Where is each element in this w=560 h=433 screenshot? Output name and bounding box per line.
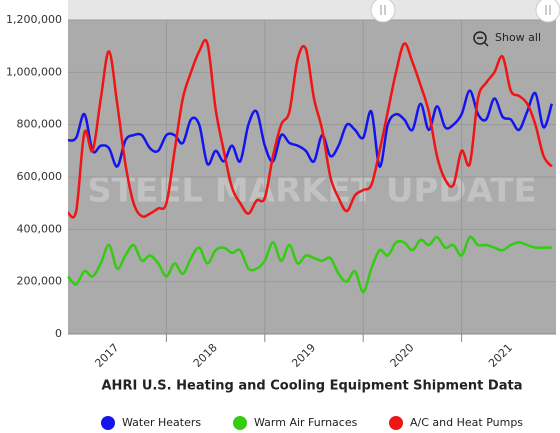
y-tick-label: 1,000,000 (6, 65, 62, 78)
y-tick-label: 0 (55, 327, 62, 340)
navigator-handle[interactable] (535, 0, 560, 23)
x-tick-label: 2019 (289, 341, 318, 370)
y-tick-label: 400,000 (17, 222, 63, 235)
chart-title: AHRI U.S. Heating and Cooling Equipment … (102, 379, 523, 394)
series-line (66, 38, 553, 219)
x-tick-label: 2021 (486, 341, 515, 370)
legend-label: Water Heaters (122, 416, 201, 429)
show-all-label[interactable]: Show all (495, 31, 541, 44)
x-tick-label: 2017 (92, 341, 121, 370)
series-line (67, 89, 553, 168)
y-tick-label: 1,200,000 (6, 13, 62, 26)
legend-label: A/C and Heat Pumps (410, 416, 523, 429)
legend-marker (233, 416, 247, 430)
series-line (67, 235, 552, 294)
navigator[interactable] (68, 0, 556, 20)
y-tick-label: 600,000 (17, 170, 63, 183)
x-tick-label: 2018 (191, 341, 220, 370)
legend-label: Warm Air Furnaces (254, 416, 358, 429)
y-tick-label: 200,000 (17, 275, 63, 288)
x-tick-label: 2020 (388, 341, 417, 370)
y-tick-label: 800,000 (17, 118, 63, 131)
legend-marker (101, 416, 115, 430)
navigator-handle[interactable] (370, 0, 396, 23)
zoom-icon (483, 41, 489, 47)
show-all-button[interactable]: Show all (473, 31, 541, 47)
zoom-icon (473, 31, 487, 45)
legend-marker (389, 416, 403, 430)
